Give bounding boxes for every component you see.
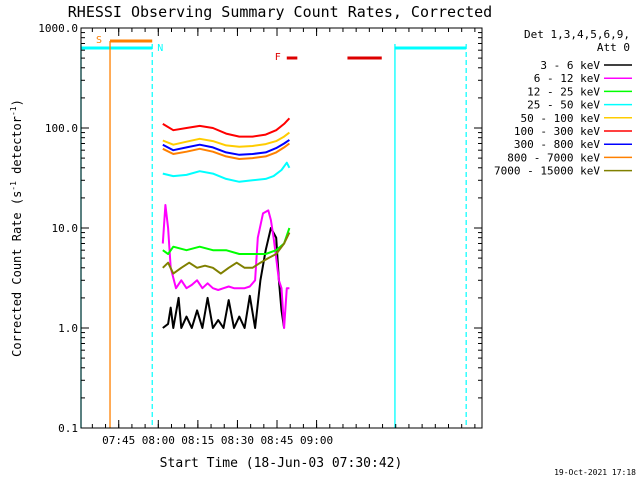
y-axis-label-exp2: -1 [9, 106, 18, 116]
series-line-3-6-keV [162, 227, 286, 329]
ticks: 0.1 1.0 10.0 100.0 1000.0 07:45 08:00 08:15 08:3… [38, 22, 482, 447]
series-line-50-100-keV [162, 131, 291, 148]
night-label: N [157, 43, 163, 54]
timestamp: 19-Oct-2021 17:18 [554, 468, 636, 477]
x-tick-label: 08:30 [221, 434, 254, 447]
flare-label: F [275, 52, 281, 63]
chart-title: RHESSI Observing Summary Count Rates, Co… [68, 3, 492, 21]
y-tick-label: 10.0 [52, 222, 79, 235]
legend-entry-label: 800 - 7000 keV [507, 151, 600, 164]
legend-entry-label: 7000 - 15000 keV [494, 165, 600, 178]
y-axis-label: Corrected Count Rate (s-1 detector-1) [9, 99, 24, 357]
y-axis-label-exp1: -1 [9, 181, 18, 191]
y-tick-label: 100.0 [45, 122, 78, 135]
legend-entry-label: 300 - 800 keV [514, 138, 600, 151]
legend-entry-label: 100 - 300 keV [514, 125, 600, 138]
series-line-12-25-keV [162, 227, 291, 255]
y-tick-label: 0.1 [58, 422, 78, 435]
series-line-7000-15000-keV [162, 232, 291, 275]
plot-area: S N F [80, 35, 467, 428]
x-tick-label: 09:00 [300, 434, 333, 447]
series-line-6-12-keV [161, 204, 290, 329]
axes [80, 27, 483, 429]
series-line-800-7000-keV [162, 142, 290, 160]
legend-entry-label: 3 - 6 keV [540, 59, 600, 72]
legend-entry-label: 6 - 12 keV [534, 72, 601, 85]
x-tick-label: 07:45 [102, 434, 135, 447]
x-tick-label: 08:15 [181, 434, 214, 447]
plot-frame [80, 27, 483, 429]
series-line-100-300-keV [162, 117, 291, 138]
series-line-300-800-keV [162, 139, 290, 156]
x-tick-label: 08:00 [142, 434, 175, 447]
y-axis-label-unit: detector [10, 116, 24, 174]
y-axis-label-main: Corrected Count Rate (s [10, 191, 24, 357]
legend-entry-label: 50 - 100 keV [521, 112, 601, 125]
legend-entry-label: 12 - 25 keV [527, 85, 600, 98]
y-tick-label: 1000.0 [38, 22, 78, 35]
legend-header: Det 1,3,4,5,6,9, [524, 28, 630, 41]
x-axis-label: Start Time (18-Jun-03 07:30:42) [160, 456, 403, 471]
legend-att: Att 0 [597, 41, 630, 54]
legend-entry-label: 25 - 50 keV [527, 99, 600, 112]
x-tick-label: 08:45 [260, 434, 293, 447]
y-tick-label: 1.0 [58, 322, 78, 335]
saa-label: S [96, 35, 102, 46]
series-line-25-50-keV [162, 161, 291, 183]
